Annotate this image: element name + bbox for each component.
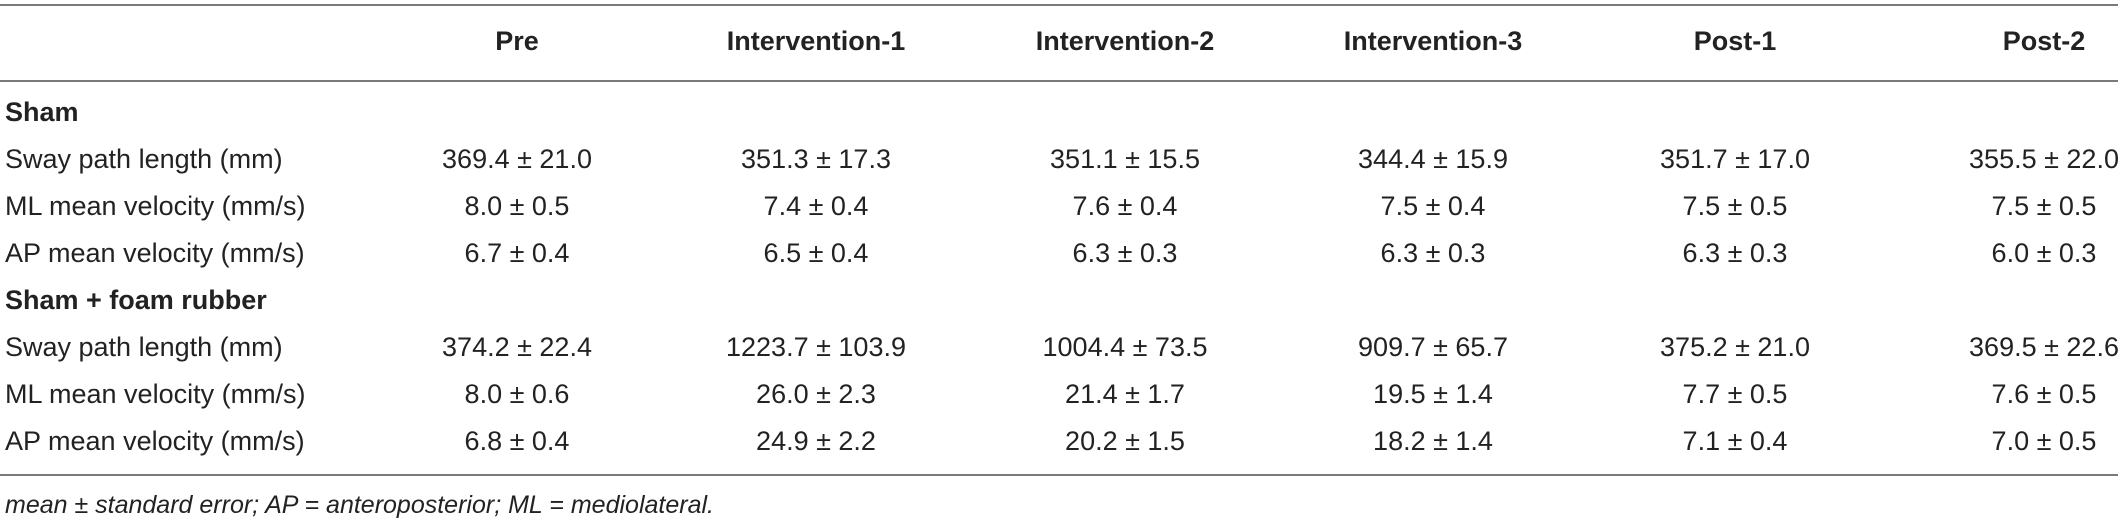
- table-cell: 7.5 ± 0.5: [1991, 191, 2097, 221]
- header-rule: [0, 80, 2118, 82]
- row-label: AP mean velocity (mm/s): [5, 238, 305, 268]
- table-cell: 6.5 ± 0.4: [763, 238, 869, 268]
- row-label: AP mean velocity (mm/s): [5, 426, 305, 456]
- table-cell: 6.8 ± 0.4: [464, 426, 570, 456]
- table-header-row: Pre Intervention-1 Intervention-2 Interv…: [0, 16, 2118, 66]
- table-cell: 8.0 ± 0.5: [464, 191, 570, 221]
- table-cell: 7.6 ± 0.5: [1991, 379, 2097, 409]
- table-cell: 351.3 ± 17.3: [741, 144, 891, 174]
- column-header: Intervention-1: [726, 25, 906, 56]
- row-label: ML mean velocity (mm/s): [5, 191, 306, 221]
- table-cell: 375.2 ± 21.0: [1660, 332, 1810, 362]
- table-cell: 369.4 ± 21.0: [442, 144, 592, 174]
- group-title: Sham: [5, 97, 79, 127]
- table-cell: 6.3 ± 0.3: [1682, 238, 1788, 268]
- table-row: AP mean velocity (mm/s) 6.8 ± 0.4 24.9 ±…: [0, 418, 2118, 465]
- table-cell: 6.3 ± 0.3: [1072, 238, 1178, 268]
- group-title: Sham + foam rubber: [5, 285, 267, 315]
- column-header: Intervention-2: [1035, 25, 1215, 56]
- table-cell: 344.4 ± 15.9: [1358, 144, 1508, 174]
- row-label: Sway path length (mm): [5, 332, 283, 362]
- row-label: Sway path length (mm): [5, 144, 283, 174]
- table-row: ML mean velocity (mm/s) 8.0 ± 0.5 7.4 ± …: [0, 183, 2118, 230]
- table-cell: 6.3 ± 0.3: [1380, 238, 1486, 268]
- table-cell: 7.5 ± 0.4: [1380, 191, 1486, 221]
- column-header: Post-2: [2002, 25, 2086, 56]
- table-cell: 7.0 ± 0.5: [1991, 426, 2097, 456]
- bottom-rule: [0, 474, 2118, 476]
- column-header: Post-1: [1693, 25, 1777, 56]
- table-cell: 7.5 ± 0.5: [1682, 191, 1788, 221]
- table-cell: 7.1 ± 0.4: [1682, 426, 1788, 456]
- table-row: Sway path length (mm) 369.4 ± 21.0 351.3…: [0, 136, 2118, 183]
- table-cell: 8.0 ± 0.6: [464, 379, 570, 409]
- row-label: ML mean velocity (mm/s): [5, 379, 306, 409]
- table-cell: 21.4 ± 1.7: [1065, 379, 1185, 409]
- group-heading-row: Sham: [0, 89, 2118, 136]
- table-row: AP mean velocity (mm/s) 6.7 ± 0.4 6.5 ± …: [0, 230, 2118, 277]
- table-cell: 7.6 ± 0.4: [1072, 191, 1178, 221]
- table-cell: 7.4 ± 0.4: [763, 191, 869, 221]
- table-cell: 6.7 ± 0.4: [464, 238, 570, 268]
- table-cell: 351.7 ± 17.0: [1660, 144, 1810, 174]
- table-cell: 1004.4 ± 73.5: [1042, 332, 1208, 362]
- table-cell: 355.5 ± 22.0: [1969, 144, 2118, 174]
- table-cell: 1223.7 ± 103.9: [726, 332, 906, 362]
- table-footnote: mean ± standard error; AP = anteroposter…: [5, 491, 714, 519]
- table-row: Sway path length (mm) 374.2 ± 22.4 1223.…: [0, 324, 2118, 371]
- column-header: Intervention-3: [1343, 25, 1523, 56]
- table-cell: 24.9 ± 2.2: [756, 426, 876, 456]
- group-heading-row: Sham + foam rubber: [0, 277, 2118, 324]
- table-row: ML mean velocity (mm/s) 8.0 ± 0.6 26.0 ±…: [0, 371, 2118, 418]
- table-cell: 909.7 ± 65.7: [1358, 332, 1508, 362]
- table-cell: 18.2 ± 1.4: [1373, 426, 1493, 456]
- table-cell: 351.1 ± 15.5: [1050, 144, 1200, 174]
- table-cell: 7.7 ± 0.5: [1682, 379, 1788, 409]
- table-cell: 20.2 ± 1.5: [1065, 426, 1185, 456]
- table-cell: 19.5 ± 1.4: [1373, 379, 1493, 409]
- column-header: Pre: [495, 25, 539, 56]
- table-cell: 26.0 ± 2.3: [756, 379, 876, 409]
- table-cell: 6.0 ± 0.3: [1991, 238, 2097, 268]
- top-rule: [0, 4, 2118, 6]
- table-cell: 374.2 ± 22.4: [442, 332, 592, 362]
- table-cell: 369.5 ± 22.6: [1969, 332, 2118, 362]
